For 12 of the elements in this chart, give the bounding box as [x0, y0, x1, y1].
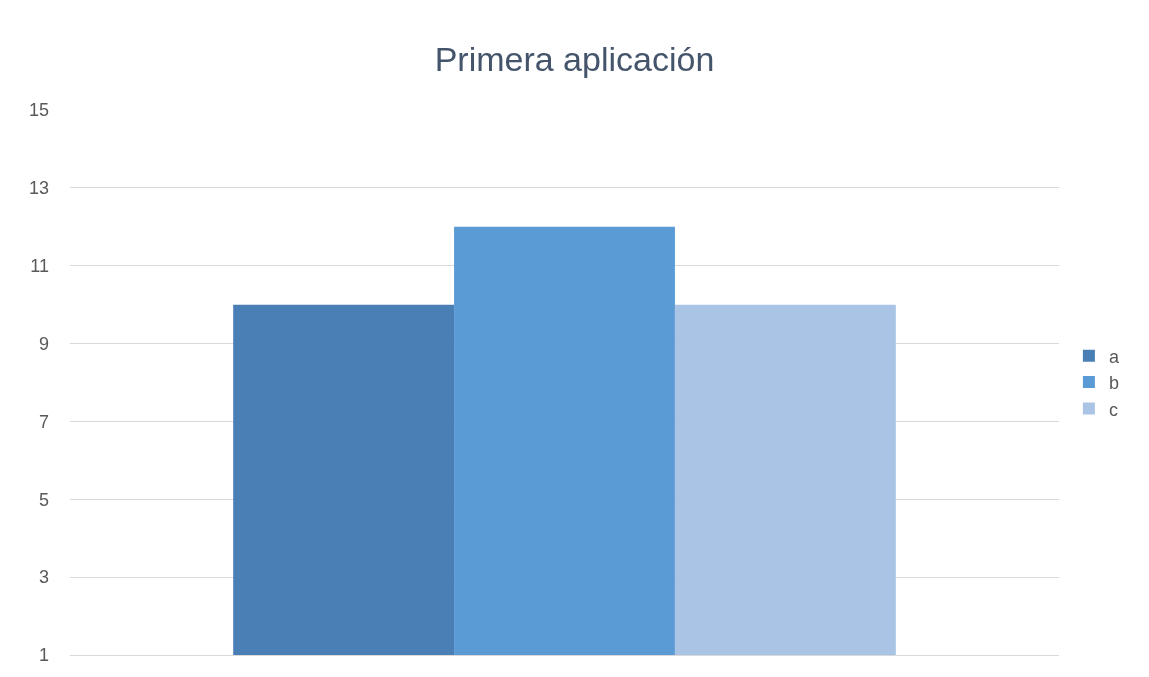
chart-title: Primera aplicación — [434, 40, 715, 79]
y-tick-label: 9 — [38, 333, 49, 354]
y-tick-label: 13 — [28, 178, 49, 199]
legend-label: c — [1108, 399, 1118, 420]
y-tick-label: 5 — [38, 489, 49, 510]
y-tick-label: 3 — [38, 567, 49, 588]
legend-label: b — [1108, 373, 1119, 394]
y-tick-label: 7 — [38, 411, 49, 432]
y-tick-label: 15 — [28, 100, 49, 121]
legend-label: a — [1108, 346, 1120, 367]
y-tick-label: 1 — [38, 645, 49, 666]
y-tick-label: 11 — [30, 256, 49, 277]
